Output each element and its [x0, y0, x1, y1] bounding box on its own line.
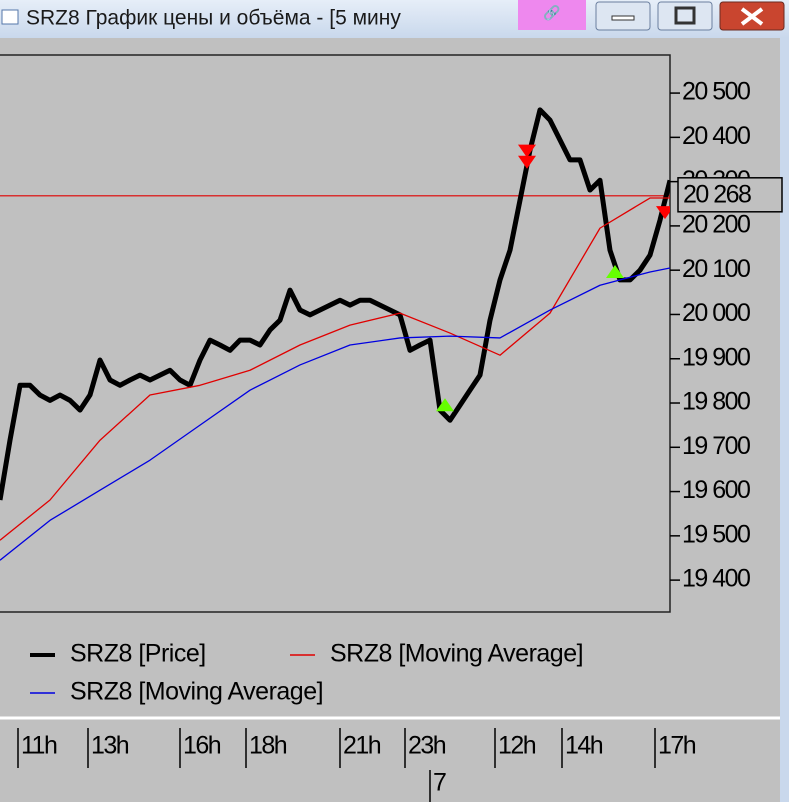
- y-tick-label: 19 600: [682, 476, 750, 504]
- y-tick-label: 19 700: [682, 432, 750, 460]
- x-tick-label: 12h: [498, 732, 536, 760]
- x-tick-label: 11h: [21, 732, 57, 760]
- x-tick-label: 16h: [183, 732, 221, 760]
- y-tick-label: 19 400: [682, 565, 750, 593]
- sell-signal: [656, 206, 670, 220]
- x-tick-label: 18h: [249, 732, 287, 760]
- plot: [0, 107, 670, 561]
- legend-label: SRZ8 [Moving Average]: [330, 640, 583, 668]
- window-title: SRZ8 График цены и объёма - [5 мину: [26, 7, 401, 30]
- moving-average-line: [0, 267, 670, 561]
- y-tick-label: 20 400: [682, 122, 750, 150]
- current-price-label: 20 268: [683, 180, 751, 208]
- y-tick-label: 20 200: [682, 211, 750, 239]
- y-tick-label: 20 100: [682, 255, 750, 283]
- maximize-icon: [674, 6, 696, 25]
- window-frame: [780, 38, 789, 802]
- maximize-button[interactable]: [657, 1, 713, 31]
- buy-signal: [606, 264, 624, 278]
- link-button[interactable]: [518, 0, 586, 30]
- x-tick-label: 13h: [91, 732, 129, 760]
- x-tick-label: 21h: [343, 732, 381, 760]
- legend-label: SRZ8 [Moving Average]: [70, 678, 323, 706]
- app-icon: [1, 9, 19, 25]
- current-price-box: [677, 177, 783, 213]
- buy-signal: [436, 398, 454, 412]
- x-tick-label: 23h: [408, 732, 446, 760]
- y-tick-label: 19 900: [682, 343, 750, 371]
- price-line: [0, 107, 670, 501]
- plot-area: [0, 54, 671, 613]
- y-tick-label: 20 500: [682, 78, 750, 106]
- sell-signal: [518, 144, 536, 158]
- y-tick-label: 20 000: [682, 299, 750, 327]
- close-icon: [740, 7, 764, 26]
- x-tick-label: 17h: [658, 732, 696, 760]
- x-tick-label: 14h: [565, 732, 603, 760]
- moving-average-line: [0, 197, 670, 541]
- date-tick-label: 7: [433, 769, 446, 797]
- sell-signal: [518, 155, 536, 169]
- link-icon: 🔗: [543, 4, 561, 22]
- y-tick-label: 19 800: [682, 388, 750, 416]
- minimize-icon: [611, 15, 635, 21]
- legend-label: SRZ8 [Price]: [70, 640, 206, 668]
- y-tick-label: 19 500: [682, 520, 750, 548]
- overlay: 19 400 19 500 19 600 19 700 19 800 19 900 20 0…: [17, 78, 783, 802]
